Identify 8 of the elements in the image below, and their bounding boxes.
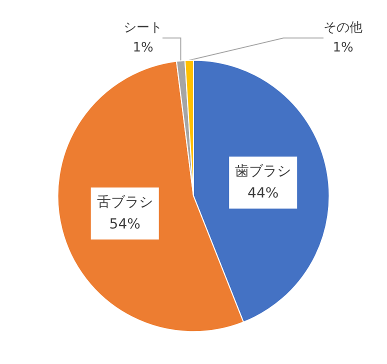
data-label: 54%	[109, 216, 140, 233]
slice-label: シート	[124, 20, 162, 36]
data-label: 1%	[132, 40, 154, 56]
data-label: 1%	[332, 40, 354, 56]
data-label: 44%	[248, 186, 279, 202]
slice-label: 歯ブラシ	[235, 164, 292, 180]
slice-label: 舌ブラシ	[96, 194, 153, 211]
slice-label: その他	[324, 20, 362, 36]
